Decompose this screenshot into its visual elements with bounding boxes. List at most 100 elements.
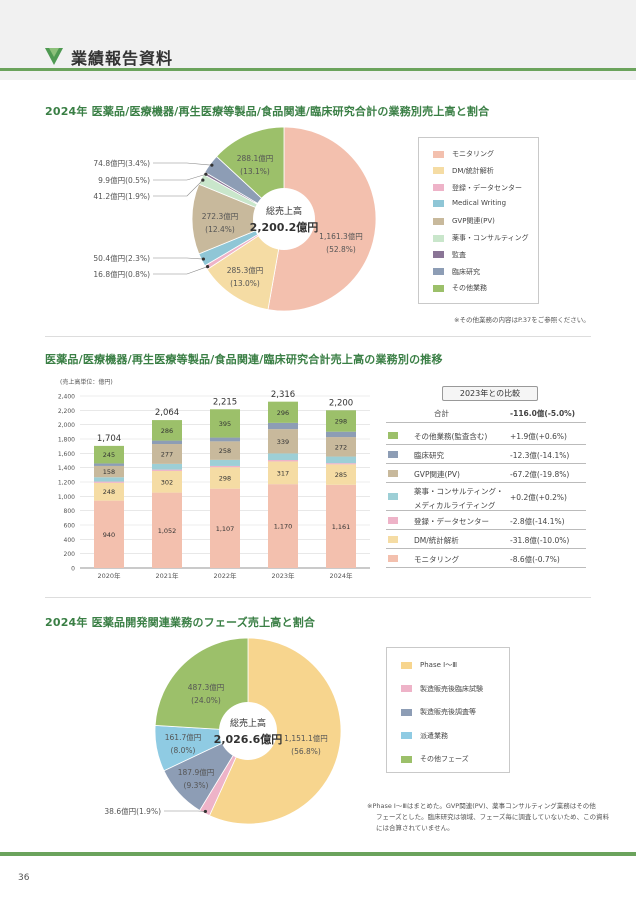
comparison-value: +0.2億(+0.2%) <box>510 493 567 502</box>
comparison-swatch <box>388 469 398 477</box>
legend-swatch <box>433 234 444 242</box>
comparison-label-line2: メディカルライティング <box>414 501 496 510</box>
bar-value-label: 395 <box>219 420 231 428</box>
bar-segment <box>94 482 124 501</box>
pie-center-value: 2,200.2億円 <box>250 220 319 234</box>
pie-data-pct: (24.0%) <box>191 696 221 705</box>
bar-value-label: 317 <box>277 469 289 477</box>
legend-item: 製造販売後臨床試験 <box>401 684 483 694</box>
pie-slice <box>154 637 249 732</box>
bar-segment <box>326 484 356 568</box>
page-number: 36 <box>18 873 30 883</box>
bar-value-label: 258 <box>219 447 231 455</box>
pie-data-label: 161.7億円 <box>165 732 201 742</box>
comparison-value: -12.3億(-14.1%) <box>510 450 570 460</box>
pie-data-label: 74.8億円(3.4%) <box>93 158 150 168</box>
legend-label: Medical Writing <box>452 199 507 208</box>
bar-total-label: 2,200 <box>329 398 353 408</box>
bar-value-label: 285 <box>335 471 347 479</box>
bar-segment <box>326 437 356 457</box>
bar-segment <box>210 409 240 438</box>
legend-item: DM/統計解析 <box>433 166 494 176</box>
bar-segment <box>152 470 182 493</box>
pie1-legend: モニタリング DM/統計解析登録・データセンター Medical Writing GV… <box>418 137 539 304</box>
bar-segment <box>152 444 182 464</box>
pie-center-value: 2,026.6億円 <box>214 732 283 746</box>
y-tick-label: 200 <box>64 551 76 558</box>
comparison-label: 臨床研究 <box>414 451 444 460</box>
legend-item: 登録・データセンター <box>433 183 522 193</box>
bar-value-label: 1,107 <box>216 525 235 533</box>
pie-data-pct: (52.8%) <box>326 245 356 254</box>
pie-data-pct: (56.8%) <box>291 747 321 756</box>
pie-leader-line <box>153 162 212 166</box>
legend-item: 派遣業務 <box>401 731 448 741</box>
legend-item: モニタリング <box>433 149 494 159</box>
comparison-row: モニタリング -8.6億(-0.7%) <box>386 549 586 568</box>
legend-item: Phase Ⅰ～Ⅲ <box>401 660 457 670</box>
legend-item: 監査 <box>433 250 466 260</box>
bar-total-label: 1,704 <box>97 434 121 444</box>
comparison-label: DM/統計解析 <box>414 536 459 545</box>
pie-leader-dot <box>203 809 208 814</box>
comparison-swatch <box>388 516 398 524</box>
bar-segment <box>326 464 356 485</box>
bar-segment <box>94 445 124 464</box>
legend-item: 薬事・コンサルティング <box>433 233 529 243</box>
bar-segment <box>210 465 240 468</box>
bar-segment <box>268 401 298 423</box>
pie-data-label: 187.9億円 <box>178 767 214 777</box>
bar-segment <box>210 467 240 489</box>
legend-label: 登録・データセンター <box>452 183 522 192</box>
bar-value-label: 940 <box>103 531 115 539</box>
bar-value-label: 296 <box>277 409 289 417</box>
legend-item: その他業務 <box>433 283 487 293</box>
comparison-swatch <box>388 493 398 500</box>
x-tick-label: 2022年 <box>213 571 237 580</box>
y-tick-label: 1,200 <box>58 480 75 487</box>
bar-segment <box>94 481 124 483</box>
page-header: 業績報告資料 <box>0 0 636 80</box>
comparison-swatch <box>388 431 398 439</box>
bar-segment <box>326 431 356 438</box>
chevron-down-icon <box>45 48 63 65</box>
bar-segment <box>268 484 298 568</box>
pie-data-label: 487.3億円 <box>188 682 224 692</box>
pie-leader-dot <box>201 178 205 182</box>
legend-swatch <box>433 184 444 192</box>
legend-item: Medical Writing <box>433 199 506 207</box>
bar-segment <box>152 463 182 470</box>
y-tick-label: 800 <box>64 508 76 515</box>
pie-center-label: 総売上高 <box>266 205 302 217</box>
bar-segment <box>210 488 240 568</box>
pie-center-hole <box>253 188 315 250</box>
bar-segment <box>326 463 356 465</box>
bar-segment <box>152 492 182 568</box>
pie-data-pct: (9.3%) <box>184 781 209 790</box>
legend-label: 監査 <box>452 250 466 259</box>
legend-swatch <box>401 708 412 716</box>
bar-value-label: 1,161 <box>332 523 351 531</box>
legend-label: モニタリング <box>452 150 494 158</box>
pie-data-pct: (12.4%) <box>205 225 235 234</box>
bar-value-label: 1,052 <box>158 527 177 535</box>
bar-value-label: 298 <box>219 474 231 482</box>
bar-value-label: 298 <box>335 418 347 426</box>
comparison-swatch <box>388 554 398 562</box>
note-line: フェーズとした。臨床研究は領域、フェーズ毎に調査していないため、この資料 <box>376 813 610 821</box>
section1-note: ※その他業務の内容はP.37をご参照ください。 <box>454 316 590 324</box>
comparison-row: 登録・データセンター -2.8億(-14.1%) <box>386 511 586 530</box>
pie-data-label: 1,151.1億円 <box>284 733 328 743</box>
y-tick-label: 600 <box>64 523 76 530</box>
legend-swatch <box>433 217 444 225</box>
legend-swatch <box>433 167 444 175</box>
comparison-label: モニタリング <box>414 555 459 564</box>
bar-value-label: 339 <box>277 438 289 446</box>
bar-value-label: 248 <box>103 488 115 496</box>
pie-data-pct: (8.0%) <box>171 746 196 755</box>
legend-item: GVP関連(PV) <box>433 216 495 226</box>
comparison-swatch <box>388 535 398 543</box>
pie-data-label: 38.6億円(1.9%) <box>104 806 161 816</box>
comparison-header-value: -116.0億(-5.0%) <box>510 409 576 418</box>
